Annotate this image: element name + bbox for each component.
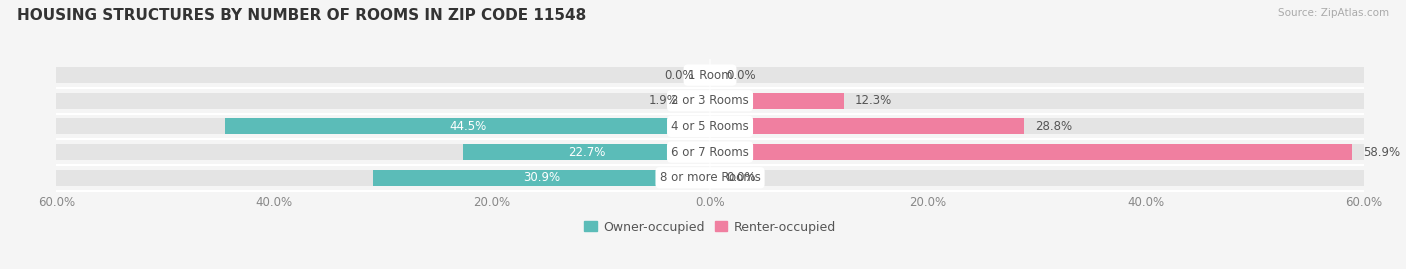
Bar [225, 118, 710, 134]
Text: 6 or 7 Rooms: 6 or 7 Rooms [671, 146, 749, 159]
Text: 58.9%: 58.9% [1362, 146, 1400, 159]
Text: HOUSING STRUCTURES BY NUMBER OF ROOMS IN ZIP CODE 11548: HOUSING STRUCTURES BY NUMBER OF ROOMS IN… [17, 8, 586, 23]
Bar [710, 170, 1364, 186]
Text: 44.5%: 44.5% [449, 120, 486, 133]
Bar [56, 144, 710, 160]
Bar [710, 144, 1351, 160]
Bar [710, 67, 1364, 83]
Text: 0.0%: 0.0% [727, 171, 756, 184]
Text: 22.7%: 22.7% [568, 146, 605, 159]
Bar [56, 93, 710, 109]
Text: 0.0%: 0.0% [664, 69, 693, 82]
Text: 4 or 5 Rooms: 4 or 5 Rooms [671, 120, 749, 133]
Text: 0.0%: 0.0% [727, 69, 756, 82]
Text: 12.3%: 12.3% [855, 94, 893, 107]
Legend: Owner-occupied, Renter-occupied: Owner-occupied, Renter-occupied [579, 215, 841, 239]
Text: 28.8%: 28.8% [1035, 120, 1071, 133]
Text: 2 or 3 Rooms: 2 or 3 Rooms [671, 94, 749, 107]
Text: 8 or more Rooms: 8 or more Rooms [659, 171, 761, 184]
Bar [710, 93, 844, 109]
Bar [710, 118, 1024, 134]
Bar [710, 144, 1364, 160]
Bar [689, 93, 710, 109]
Text: 1.9%: 1.9% [648, 94, 679, 107]
Bar [56, 170, 710, 186]
Text: 1 Room: 1 Room [688, 69, 733, 82]
Bar [56, 118, 710, 134]
Text: 30.9%: 30.9% [523, 171, 560, 184]
Bar [56, 67, 710, 83]
Bar [710, 118, 1364, 134]
Bar [463, 144, 710, 160]
Bar [374, 170, 710, 186]
Bar [710, 93, 1364, 109]
Text: Source: ZipAtlas.com: Source: ZipAtlas.com [1278, 8, 1389, 18]
